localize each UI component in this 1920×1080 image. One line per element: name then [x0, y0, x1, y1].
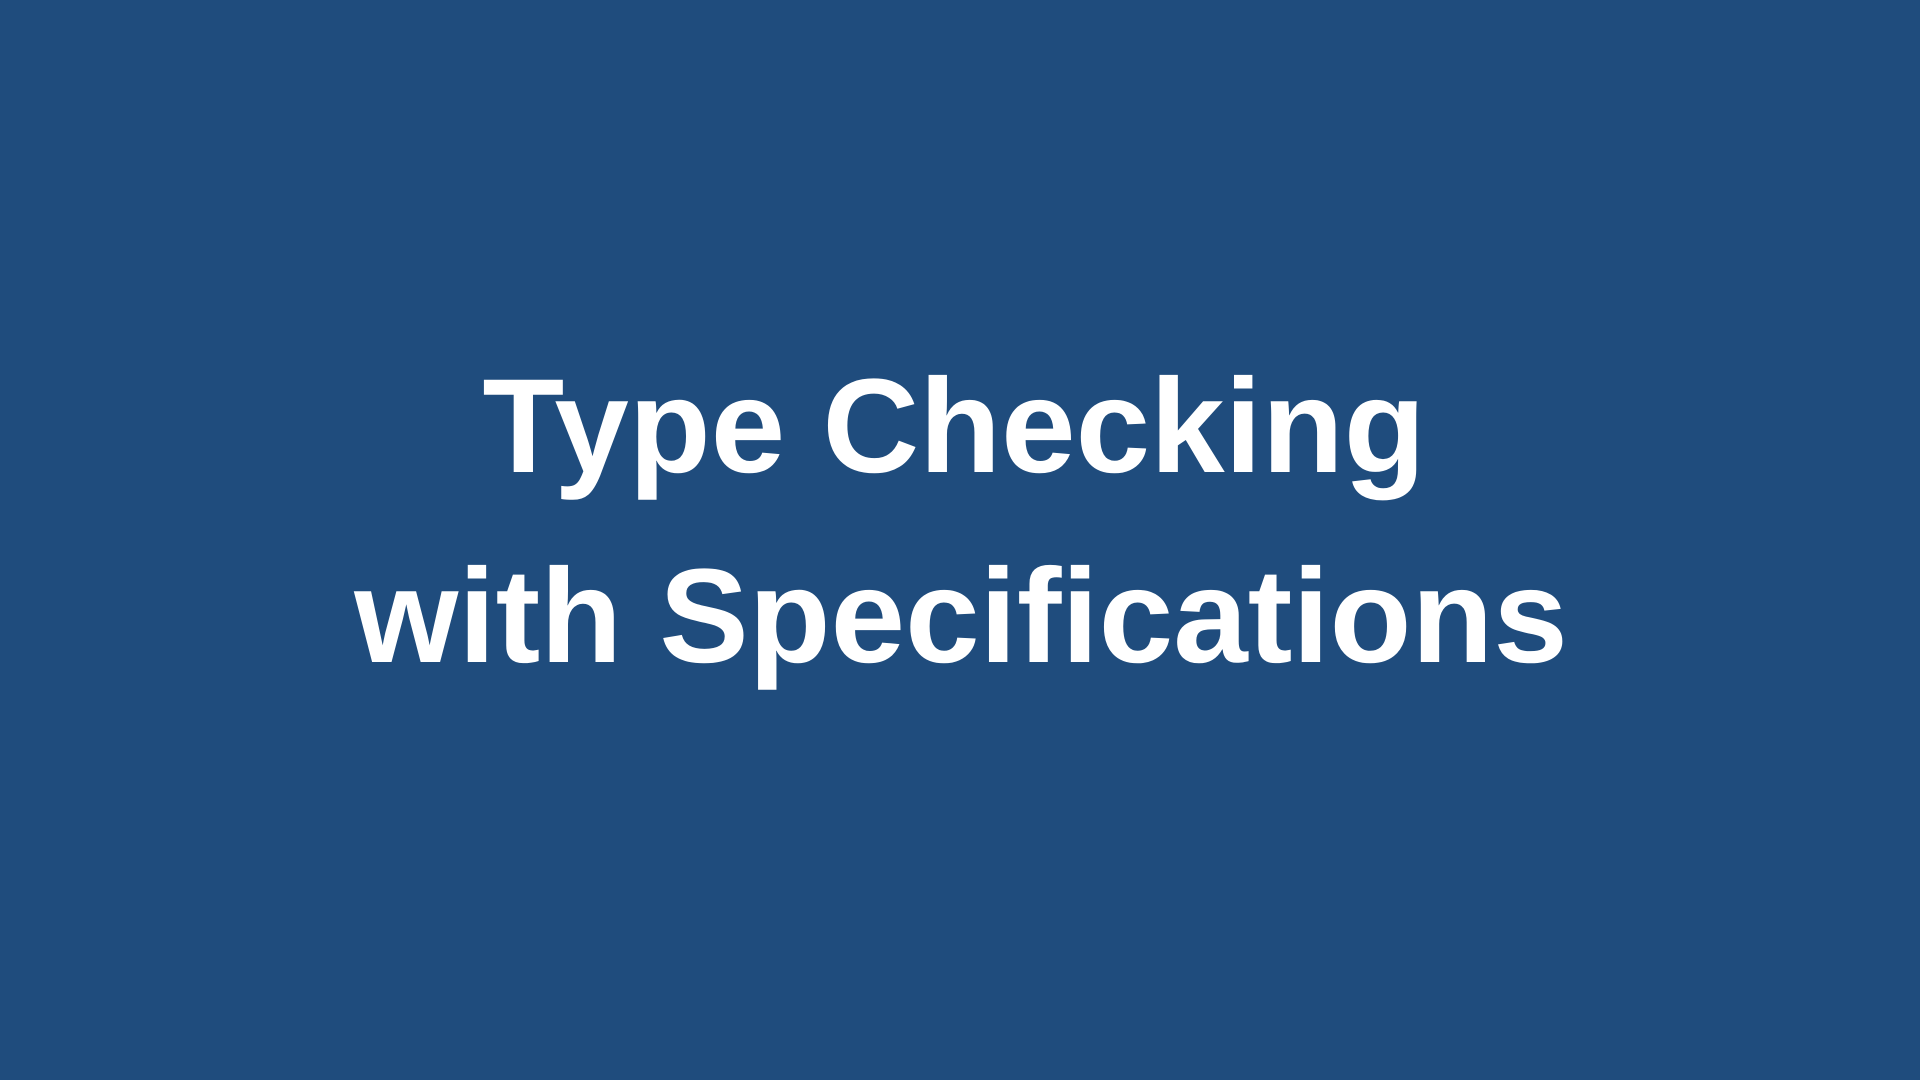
slide-title-line-2: with Specifications: [354, 542, 1568, 691]
slide-title-line-1: Type Checking: [482, 351, 1426, 501]
